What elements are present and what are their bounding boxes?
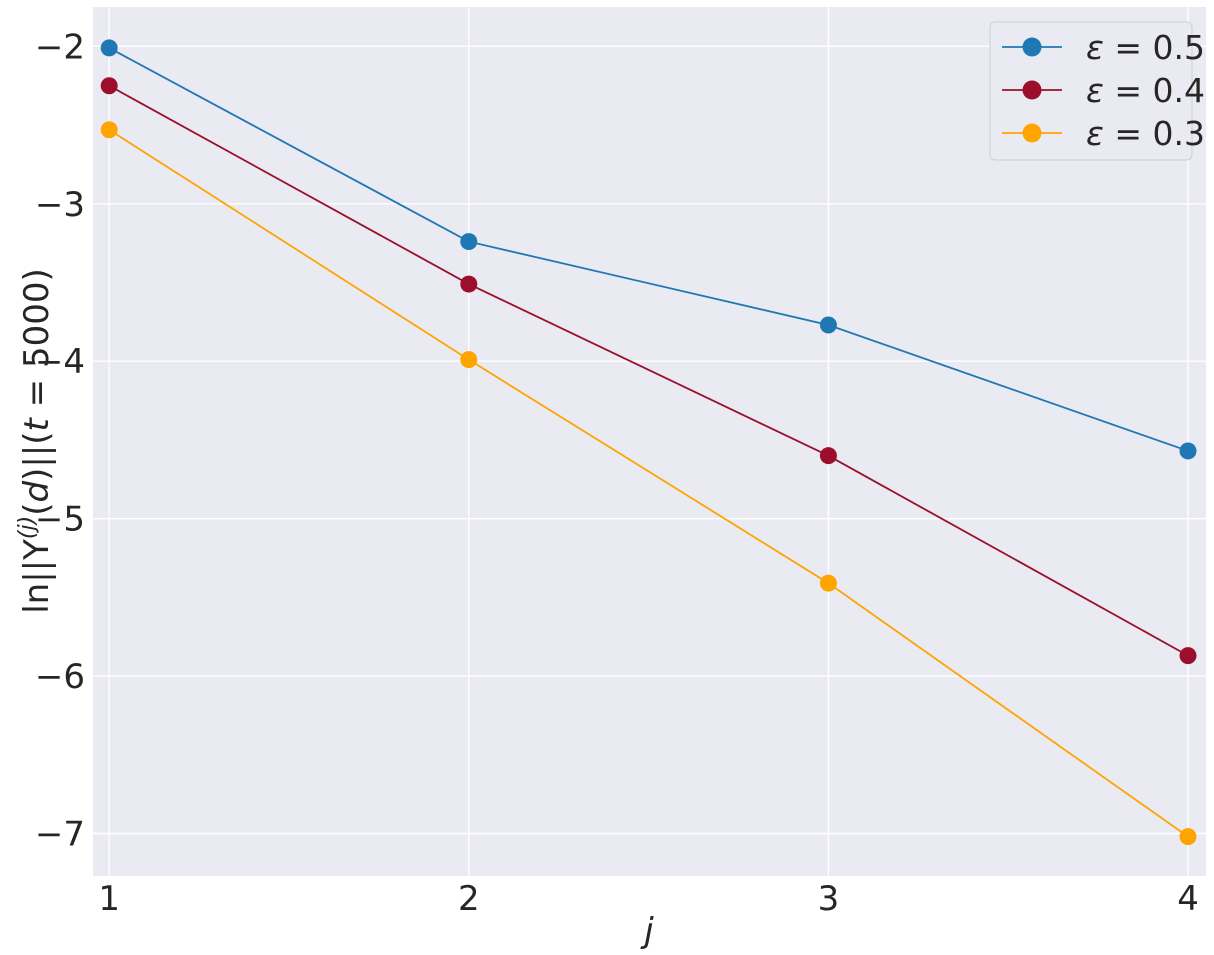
y-axis-label-suffix: = 5000) <box>17 268 57 418</box>
series-line <box>108 129 1189 838</box>
data-point <box>100 77 118 95</box>
y-axis-label-t: t <box>17 416 57 431</box>
y-axis-label-middle: ( <box>17 503 57 516</box>
data-point <box>819 447 837 465</box>
x-tick-label: 3 <box>818 879 840 919</box>
x-tick-label: 2 <box>458 879 480 919</box>
tick-labels: 1 2 3 4 −2 −3 −4 −5 −6 −7 <box>35 27 1199 919</box>
series <box>100 39 1197 460</box>
legend-entry: ε = 0.5 <box>1002 28 1205 67</box>
y-tick-label: −5 <box>35 500 85 540</box>
x-tick-label: 1 <box>98 879 120 919</box>
data-point <box>100 121 118 139</box>
y-tick-label: −2 <box>35 27 85 67</box>
x-tick-label: 4 <box>1177 879 1199 919</box>
legend-label: ε = 0.5 <box>1086 28 1205 67</box>
data-point <box>460 351 478 369</box>
data-point <box>1179 442 1197 460</box>
y-tick-label: −7 <box>35 814 85 854</box>
y-axis-label-superscript: (j) <box>15 516 40 539</box>
y-tick-label: −4 <box>35 342 85 382</box>
series-group <box>100 39 1197 846</box>
legend-entry: ε = 0.3 <box>1002 114 1205 153</box>
data-point <box>819 316 837 334</box>
series-line <box>108 47 1189 452</box>
data-point <box>1179 647 1197 665</box>
legend-marker <box>1022 37 1042 57</box>
grid <box>93 7 1206 876</box>
series <box>100 77 1197 665</box>
y-tick-label: −6 <box>35 657 85 697</box>
x-axis-label: j <box>640 911 654 951</box>
data-point <box>1179 828 1197 846</box>
y-tick-label: −3 <box>35 185 85 225</box>
legend-label: ε = 0.3 <box>1086 114 1205 153</box>
legend-marker <box>1022 123 1042 143</box>
data-point <box>460 233 478 251</box>
y-axis-label-close: )||( <box>17 431 57 480</box>
legend-entry: ε = 0.4 <box>1002 71 1205 110</box>
legend-label: ε = 0.4 <box>1086 71 1205 110</box>
y-axis-label-prefix: ln||Y <box>17 539 57 614</box>
data-point <box>819 574 837 592</box>
series-line <box>108 84 1189 657</box>
legend-box <box>989 21 1193 161</box>
data-point <box>460 275 478 293</box>
legend-marker <box>1022 80 1042 100</box>
y-axis-label: ln||Y(j)(d)||(t = 5000) <box>15 268 57 614</box>
data-point <box>100 39 118 57</box>
legend: ε = 0.5 ε = 0.4 ε = 0.3 <box>989 21 1205 161</box>
series <box>100 121 1197 846</box>
y-axis-label-d: d <box>17 481 57 503</box>
